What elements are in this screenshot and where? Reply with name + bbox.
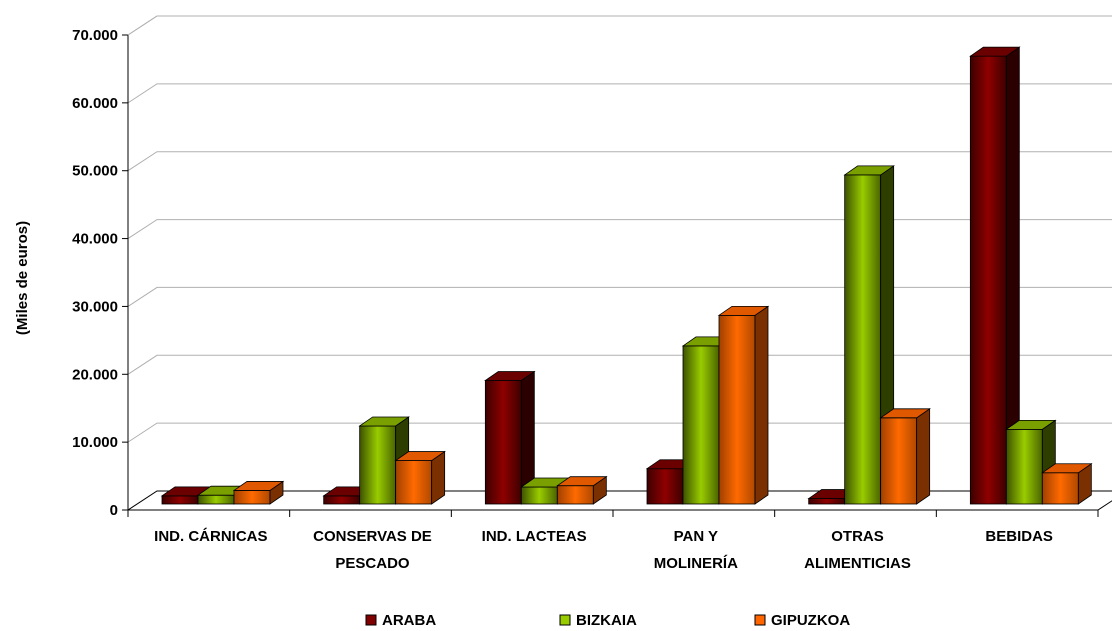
x-tick-label: MOLINERÍA [654,555,738,572]
x-tick-label: IND. CÁRNICAS [154,528,267,545]
bar-front [808,498,846,505]
y-tick-label: 70.000 [72,27,118,44]
x-tick-label: IND. LACTEAS [482,528,587,545]
gridline [127,151,1112,172]
bar-top [484,371,536,381]
y-tick-label: 60.000 [72,95,118,112]
bar-side [916,408,931,505]
bar-front [520,486,558,505]
gridline [127,219,1112,239]
bar-front [1005,428,1043,505]
y-tick-label: 20.000 [72,366,118,383]
bar-side [754,305,769,505]
gridline [127,286,1112,307]
y-tick-label: 10.000 [72,434,118,451]
bar-top [358,416,410,427]
bar-front [682,345,720,505]
x-tick-label: BEBIDAS [985,528,1053,545]
bar-front [359,425,397,505]
y-axis-title: (Miles de euros) [14,221,31,335]
x-tick-label: OTRAS [831,528,884,545]
gridline [127,422,1112,443]
legend-swatch [365,614,377,626]
bar-top [879,408,931,419]
bar-araba [969,46,1021,505]
bar-front [556,485,594,505]
bar-front [395,460,433,505]
y-tick-label: 40.000 [72,231,118,248]
x-tick-label: PESCADO [335,555,410,572]
x-tick-label: PAN Y [674,528,718,545]
bar-front [161,495,199,505]
legend-swatch [754,614,766,626]
bar-top [969,46,1021,57]
bar-front [969,55,1007,505]
top-depth-edge [127,15,158,36]
bar-front [484,380,522,505]
bar-front [323,495,361,505]
bar-front [646,468,684,505]
back-wall [157,16,1112,491]
bar-front [718,314,756,505]
x-tick-label: CONSERVAS DE [313,528,432,545]
legend-label: ARABA [382,612,436,629]
x-tick-label: ALIMENTICIAS [804,555,911,572]
legend-item-araba: ARABA [365,612,436,629]
bar-gipuzkoa [1041,463,1093,505]
legend-swatch [559,614,571,626]
bar-top [843,165,895,176]
bar-top [717,305,770,316]
bar-gipuzkoa [879,408,931,505]
y-tick-label: 50.000 [72,163,118,180]
bar-gipuzkoa [232,480,285,505]
bar-top [394,451,446,461]
gridline [127,83,1112,104]
bar-front [880,417,918,505]
bar-top [556,476,608,487]
y-tick-label: 0 [110,502,118,519]
legend-item-bizkaia: BIZKAIA [559,612,637,629]
legend-label: BIZKAIA [576,612,637,629]
bar-top [1005,419,1057,430]
bar-araba [484,370,536,505]
bar-front [233,490,271,505]
bar-gipuzkoa [394,450,446,505]
bar-top [1041,463,1093,474]
y-tick-label: 30.000 [72,298,118,315]
bar-gipuzkoa [556,475,608,505]
bar-top [232,481,285,491]
bar-front [1041,472,1079,505]
bar-front [197,494,235,505]
bar-front [844,174,882,505]
legend-item-gipuzkoa: GIPUZKOA [754,612,850,629]
gridline [127,354,1112,375]
legend-label: GIPUZKOA [771,612,850,629]
bar-gipuzkoa [717,305,770,505]
